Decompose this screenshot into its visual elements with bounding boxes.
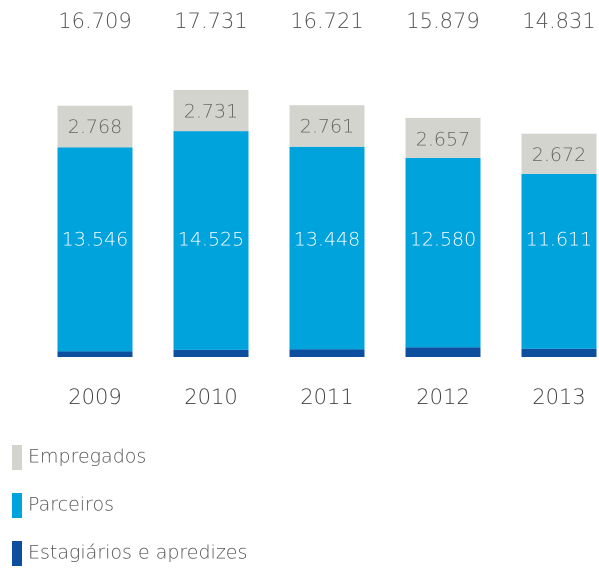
value-label: 11.611 [526,229,592,251]
total-label: 14.831 [522,9,595,33]
bar-segment [289,105,365,147]
bar-segment [521,173,597,349]
bar-segment [289,146,365,350]
bar-segment [57,105,133,148]
value-label: 13.546 [62,229,128,251]
value-label: 2.672 [532,144,586,166]
bar-segment [173,131,249,350]
total-label: 17.731 [174,9,247,33]
legend-label: Parceiros [28,494,114,516]
bar-segment [173,349,249,357]
total-label: 16.721 [290,9,363,33]
bar-segment [521,133,597,174]
value-label: 12.580 [410,229,476,251]
x-tick-label: 2009 [68,385,121,409]
legend-swatch [12,445,22,470]
value-label: 2.657 [416,128,470,150]
value-label: 14.525 [178,229,244,251]
legend-label: Empregados [28,446,146,468]
legend-swatch [12,493,22,518]
legend-swatch [12,541,22,566]
x-tick-label: 2012 [416,385,469,409]
bar-segment [173,90,249,132]
value-label: 2.761 [300,116,354,138]
bar-segment [405,157,481,348]
value-label: 2.768 [68,116,122,138]
total-label: 15.879 [406,9,479,33]
total-label: 16.709 [58,9,131,33]
bar-segment [289,349,365,357]
value-label: 13.448 [294,229,360,251]
bar-segment [405,347,481,357]
bar-segment [405,117,481,158]
x-tick-label: 2010 [184,385,237,409]
bar-segment [521,348,597,357]
bar-segment [57,351,133,357]
x-tick-label: 2013 [532,385,585,409]
legend-label: Estagiários e apredizes [28,542,247,564]
bar-segment [57,147,133,352]
value-label: 2.731 [184,101,238,123]
x-tick-label: 2011 [300,385,353,409]
